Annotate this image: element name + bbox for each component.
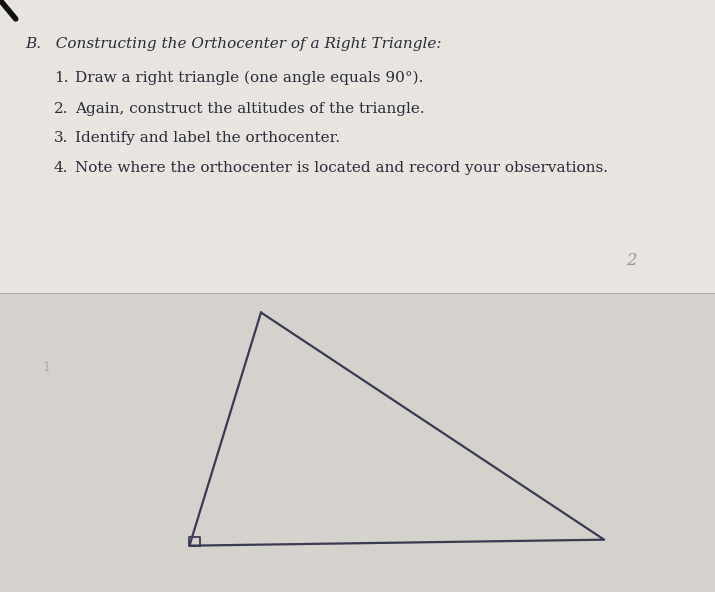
Bar: [0, 293, 715, 592]
Text: Identify and label the orthocenter.: Identify and label the orthocenter.: [75, 131, 340, 146]
Text: Again, construct the altitudes of the triangle.: Again, construct the altitudes of the tr…: [75, 102, 425, 116]
Text: 4.: 4.: [54, 161, 68, 175]
Text: 2.: 2.: [54, 102, 68, 116]
Text: 2: 2: [626, 252, 636, 269]
Text: 1: 1: [43, 361, 51, 374]
Text: 1.: 1.: [54, 71, 68, 85]
Text: 3.: 3.: [54, 131, 68, 146]
Text: Draw a right triangle (one angle equals 90°).: Draw a right triangle (one angle equals …: [75, 71, 423, 85]
Bar: [0, 0, 715, 293]
Text: B.: B.: [25, 37, 41, 51]
Text: Constructing the Orthocenter of a Right Triangle:: Constructing the Orthocenter of a Right …: [46, 37, 442, 51]
Text: Note where the orthocenter is located and record your observations.: Note where the orthocenter is located an…: [75, 161, 608, 175]
